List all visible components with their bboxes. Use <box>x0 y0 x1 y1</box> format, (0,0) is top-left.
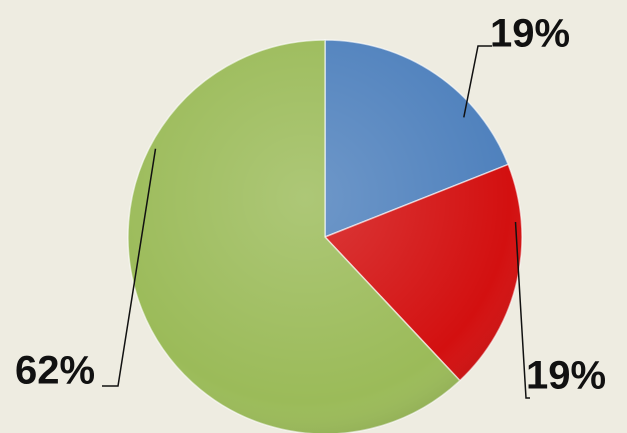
data-label: 19% <box>526 354 606 398</box>
data-label: 19% <box>490 12 570 56</box>
pie <box>127 39 523 433</box>
leader-line <box>514 221 530 399</box>
leader-line <box>463 45 492 118</box>
data-label: 62% <box>15 349 95 393</box>
labels: 19% 19% 62% <box>15 12 606 399</box>
leader-line <box>102 148 157 387</box>
